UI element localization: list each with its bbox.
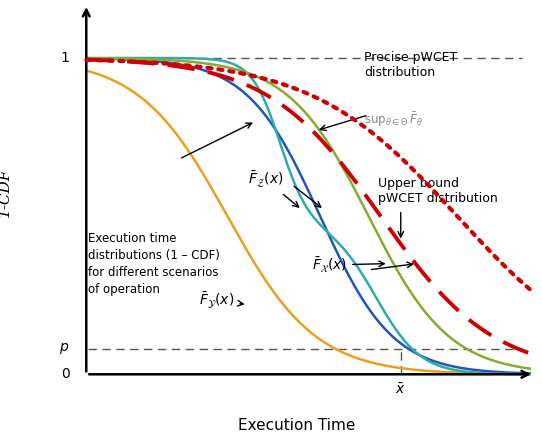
Text: $\bar{F}_\mathcal{Z}(x)$: $\bar{F}_\mathcal{Z}(x)$ [248,169,299,207]
Text: $p$: $p$ [59,342,69,356]
Text: $\bar{x}$: $\bar{x}$ [396,382,406,397]
Text: $\bar{F}_\mathcal{Y}(x)$: $\bar{F}_\mathcal{Y}(x)$ [199,290,243,310]
Text: Precise pWCET
distribution: Precise pWCET distribution [364,51,457,79]
Text: Upper bound
pWCET distribution: Upper bound pWCET distribution [378,177,498,205]
Text: Execution Time: Execution Time [238,418,356,433]
Text: Execution time
distributions (1 – CDF)
for different scenarios
of operation: Execution time distributions (1 – CDF) f… [88,232,220,296]
Text: 0: 0 [61,367,69,381]
Text: $\mathrm{sup}_{\theta\in\Theta}\,\bar{F}_\theta$: $\mathrm{sup}_{\theta\in\Theta}\,\bar{F}… [364,110,423,128]
Text: $\bar{F}_\mathcal{X}(x)$: $\bar{F}_\mathcal{X}(x)$ [312,256,384,274]
Text: 1: 1 [61,51,69,65]
Text: 1-CDF: 1-CDF [0,168,11,217]
